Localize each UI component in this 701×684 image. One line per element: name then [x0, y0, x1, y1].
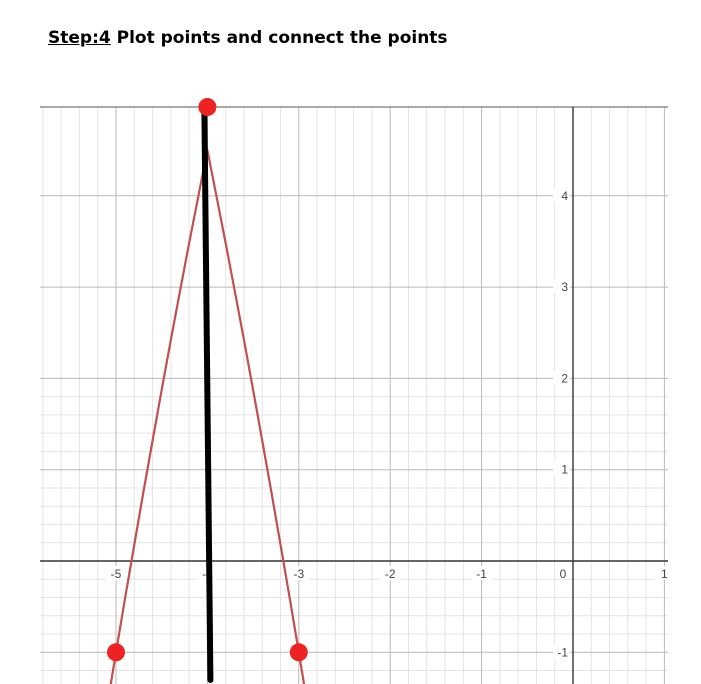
y-tick-label: 4 [561, 189, 568, 203]
x-tick-label: 1 [661, 567, 668, 581]
minor-grid [40, 107, 668, 684]
step-text: Plot points and connect the points [110, 28, 448, 48]
x-tick-label: 0 [560, 567, 567, 581]
x-tick-label: -2 [385, 567, 396, 581]
x-tick-label: -1 [476, 567, 487, 581]
y-tick-label-bg [553, 279, 570, 294]
x-tick-label: -5 [111, 567, 122, 581]
plotted-point [198, 98, 217, 116]
x-tick-label-bg [106, 566, 126, 580]
y-tick-label: 3 [561, 280, 568, 294]
y-tick-label: 2 [561, 371, 568, 385]
y-tick-label-bg [553, 461, 570, 476]
step-label: Step:4 [48, 28, 111, 48]
plotted-point [289, 643, 308, 662]
y-tick-label-bg [553, 187, 570, 202]
plotted-point [107, 643, 125, 662]
x-tick-label-bg [380, 566, 401, 580]
axes [40, 106, 668, 684]
step-heading: Step:4 Plot points and connect the point… [48, 28, 448, 48]
y-tick-label: 1 [561, 463, 568, 477]
x-tick-label-bg [288, 566, 309, 580]
points-layer [107, 98, 308, 662]
axis-of-symmetry-line [201, 109, 214, 683]
y-tick-label: -1 [557, 645, 568, 659]
y-tick-label-bg [553, 370, 570, 385]
x-tick-label-bg [471, 566, 492, 580]
x-tick-label-bg [654, 566, 675, 580]
y-tick-label-bg [553, 644, 570, 659]
symmetry-layer [201, 109, 214, 683]
x-tick-label: -3 [293, 567, 304, 581]
